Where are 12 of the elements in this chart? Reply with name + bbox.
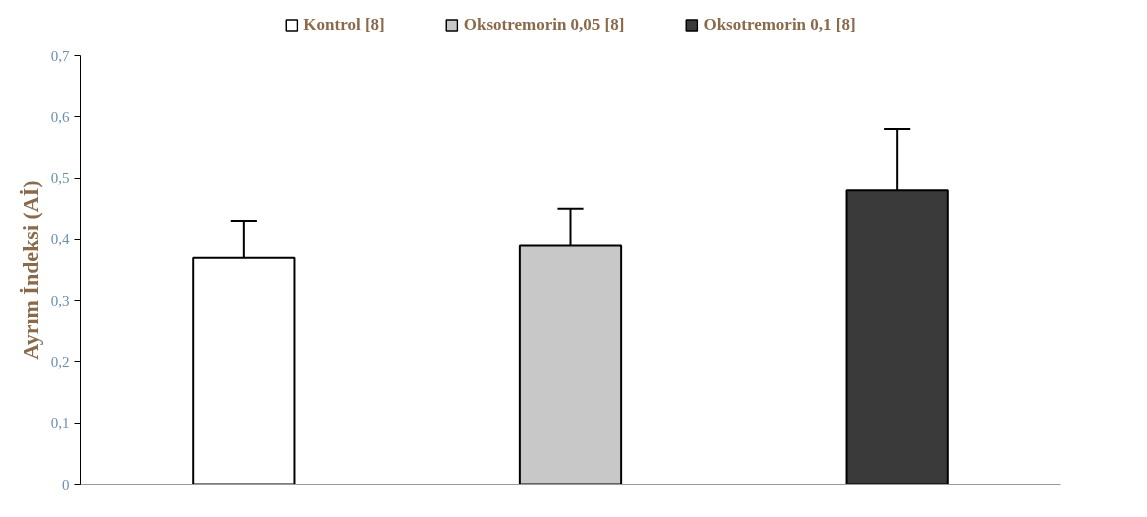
y-tick-label: 0,6 xyxy=(50,108,70,125)
y-axis-title: Ayrım İndeksi (Aİ) xyxy=(17,180,43,360)
y-tick-label: 0 xyxy=(62,476,70,493)
y-tick-label: 0,1 xyxy=(50,415,70,432)
legend-label: Oksotremorin 0,05 [8] xyxy=(463,15,625,35)
legend-label: Oksotremorin 0,1 [8] xyxy=(703,15,856,35)
legend-label: Kontrol [8] xyxy=(303,15,385,35)
y-tick-label: 0,5 xyxy=(50,170,70,187)
y-tick-label: 0,4 xyxy=(50,231,70,248)
y-tick-label: 0,2 xyxy=(50,353,70,370)
y-tick-label: 0,3 xyxy=(50,292,70,309)
y-tick-label: 0,7 xyxy=(50,47,70,64)
